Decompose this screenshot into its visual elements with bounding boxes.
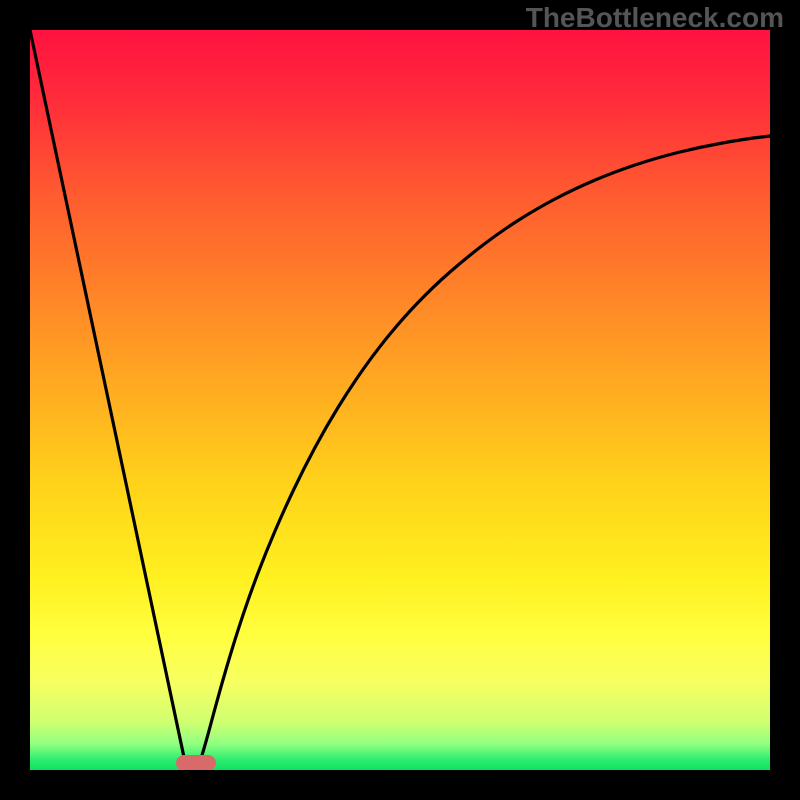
curve-group (30, 30, 770, 762)
curve-left-segment (30, 30, 185, 762)
chart-container: TheBottleneck.com (0, 0, 800, 800)
curve-overlay (0, 0, 800, 800)
curve-right-segment (200, 136, 770, 762)
dip-marker (176, 755, 216, 771)
watermark-text: TheBottleneck.com (526, 2, 784, 34)
